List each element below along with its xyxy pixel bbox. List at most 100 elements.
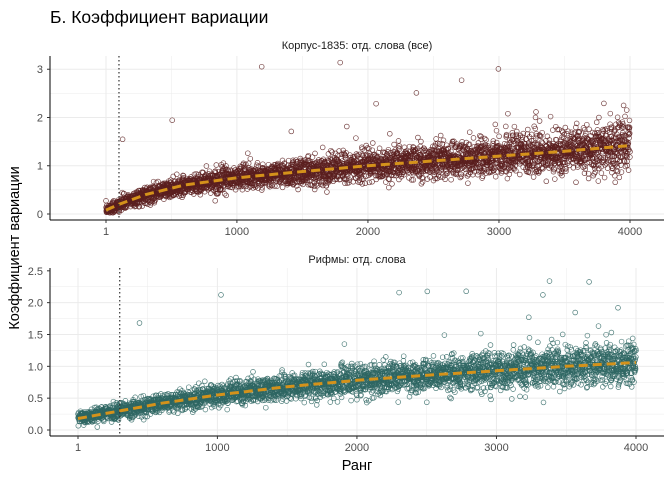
data-point xyxy=(576,137,582,143)
data-point xyxy=(401,171,407,178)
data-point xyxy=(363,173,369,180)
data-point xyxy=(455,166,461,173)
data-point xyxy=(265,182,272,189)
data-point xyxy=(585,175,592,182)
x-tick-label: 2000 xyxy=(345,442,369,454)
data-point xyxy=(314,183,320,189)
data-point xyxy=(101,418,107,425)
data-point xyxy=(617,158,623,164)
data-point xyxy=(534,132,540,139)
data-point xyxy=(158,391,164,397)
data-point xyxy=(621,158,627,164)
x-tick-label: 1000 xyxy=(225,226,249,238)
data-point xyxy=(586,126,592,132)
data-point xyxy=(457,174,464,181)
x-tick-label: 1000 xyxy=(205,442,229,454)
data-point xyxy=(505,110,511,117)
data-point xyxy=(565,128,571,135)
y-tick-label: 3 xyxy=(37,64,43,76)
data-point xyxy=(605,159,611,165)
data-point xyxy=(581,170,588,176)
data-point xyxy=(620,102,627,109)
y-tick-label: 0.5 xyxy=(28,393,43,405)
data-point xyxy=(503,123,509,130)
data-point xyxy=(623,107,630,113)
data-point xyxy=(207,190,214,196)
data-point xyxy=(245,160,252,167)
data-point xyxy=(452,170,459,177)
data-point xyxy=(223,192,229,199)
data-point xyxy=(591,170,597,177)
data-point xyxy=(151,199,158,206)
data-point xyxy=(241,183,247,190)
x-tick-label: 1 xyxy=(103,226,109,238)
data-point xyxy=(268,182,275,188)
data-point xyxy=(451,138,457,145)
data-point xyxy=(544,133,551,140)
data-point xyxy=(576,129,583,135)
data-point xyxy=(552,176,558,182)
data-point xyxy=(337,59,343,66)
data-point xyxy=(530,174,537,180)
x-tick-label: 4000 xyxy=(624,442,648,454)
data-point xyxy=(563,168,569,175)
data-point xyxy=(366,150,373,157)
data-point xyxy=(607,110,614,117)
data-point xyxy=(150,178,157,185)
data-point xyxy=(550,168,557,175)
data-point xyxy=(626,130,633,137)
data-point xyxy=(562,159,568,166)
data-point xyxy=(624,154,630,160)
data-point xyxy=(490,138,497,144)
data-point xyxy=(595,129,602,136)
data-point xyxy=(148,200,154,206)
data-point xyxy=(501,141,508,147)
data-point xyxy=(624,162,630,169)
data-point xyxy=(516,154,523,161)
data-point xyxy=(532,125,539,132)
data-point xyxy=(418,138,424,145)
data-point xyxy=(471,168,478,175)
data-point xyxy=(290,181,297,187)
data-point xyxy=(132,394,138,401)
data-point xyxy=(342,180,348,187)
data-point xyxy=(511,123,518,130)
data-point xyxy=(466,129,473,135)
data-point xyxy=(513,168,519,174)
data-point xyxy=(245,150,251,156)
data-point xyxy=(576,128,582,135)
data-point xyxy=(258,63,265,70)
data-point xyxy=(260,161,266,167)
data-point xyxy=(538,133,544,140)
data-point xyxy=(493,127,500,134)
data-point xyxy=(581,126,588,133)
data-point xyxy=(396,146,403,152)
data-point xyxy=(370,140,376,146)
data-point xyxy=(536,118,543,124)
data-point xyxy=(566,162,573,169)
data-point xyxy=(596,154,603,160)
data-point xyxy=(492,173,499,180)
data-point xyxy=(341,151,348,157)
data-point xyxy=(419,147,426,153)
data-point xyxy=(196,380,202,386)
data-point xyxy=(611,160,617,166)
data-point xyxy=(511,166,518,172)
data-point xyxy=(517,171,523,178)
x-tick-label: 3000 xyxy=(487,226,511,238)
data-point xyxy=(620,133,627,139)
data-point xyxy=(197,192,204,198)
data-point xyxy=(243,161,249,168)
data-point xyxy=(279,184,286,191)
gridlines xyxy=(50,268,664,436)
data-point xyxy=(272,183,278,189)
data-point xyxy=(627,148,633,155)
data-point xyxy=(179,407,186,414)
data-point xyxy=(413,90,420,96)
data-point xyxy=(595,178,602,184)
data-point xyxy=(254,160,261,166)
data-point xyxy=(396,143,403,149)
data-point xyxy=(613,167,619,174)
data-point xyxy=(547,113,554,120)
